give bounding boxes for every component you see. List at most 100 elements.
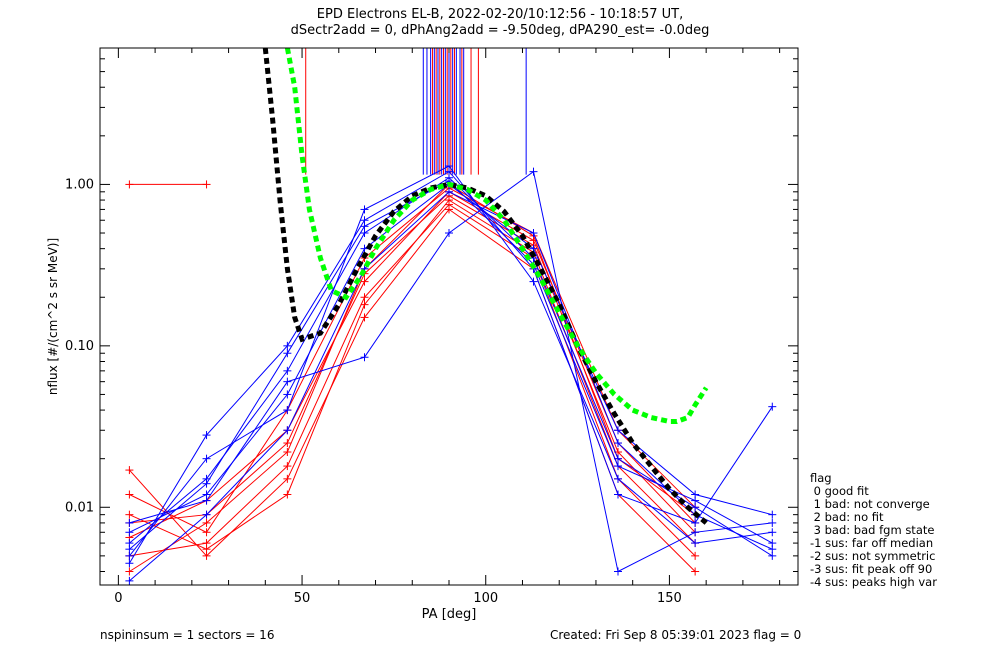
- green-fit-curve: [284, 47, 709, 424]
- red-series-line: [129, 195, 696, 533]
- blue-series-point: [529, 229, 538, 238]
- blue-series-point: [202, 510, 211, 519]
- blue-series-point: [613, 439, 622, 448]
- y-tick-label: 1.00: [65, 177, 94, 192]
- red-series-line: [129, 183, 696, 572]
- legend-item: -3 sus: fit peak off 90: [810, 562, 933, 576]
- blue-series-line: [129, 177, 773, 557]
- x-tick-label: 50: [294, 591, 311, 606]
- red-series-point: [691, 551, 700, 560]
- blue-series-point: [125, 559, 134, 568]
- blue-series-point: [768, 539, 777, 548]
- blue-series-point: [283, 366, 292, 375]
- blue-series-point: [445, 229, 453, 238]
- blue-series-point: [768, 518, 777, 527]
- red-series-line: [129, 187, 696, 533]
- blue-series-point: [283, 406, 292, 415]
- red-series-point: [125, 510, 134, 519]
- blue-series-point: [613, 426, 622, 435]
- blue-series-line: [128, 170, 773, 564]
- blue-series-point: [360, 353, 369, 362]
- blue-series-point: [360, 222, 369, 231]
- blue-series-point: [691, 539, 700, 548]
- blue-series-point: [283, 341, 292, 350]
- blue-series-line: [129, 191, 773, 582]
- blue-series-point: [613, 567, 622, 576]
- red-series-point: [283, 447, 292, 456]
- y-axis-label: nflux [#/(cm^2 s sr MeV)]: [46, 238, 60, 395]
- blue-series-point: [202, 454, 211, 463]
- legend-title: flag: [810, 471, 832, 485]
- blue-series-point: [691, 518, 700, 527]
- red-series-point: [202, 528, 211, 537]
- chart-title-line1: EPD Electrons EL-B, 2022-02-20/10:12:56 …: [316, 7, 684, 22]
- blue-series-point: [360, 229, 369, 238]
- red-series-point: [202, 180, 211, 189]
- blue-series-point: [613, 462, 622, 471]
- blue-series-point: [768, 402, 777, 411]
- legend-item: 3 bad: bad fgm state: [810, 523, 935, 537]
- blue-series-line: [129, 183, 773, 533]
- blue-series-line: [129, 170, 773, 573]
- red-series-point: [691, 567, 700, 576]
- blue-series-point: [691, 528, 700, 537]
- blue-series-point: [529, 167, 538, 176]
- legend-item: -4 sus: peaks high var: [810, 575, 937, 589]
- x-tick-label: 150: [657, 591, 682, 606]
- legend-item: -1 sus: far off median: [810, 536, 934, 550]
- axis-layer: 0 50 100 150 1.00 0.10 0.01 PA [deg] nflux [#/(c…: [46, 47, 798, 622]
- blue-series-point: [202, 496, 211, 505]
- black-fit-curve: [262, 47, 708, 525]
- x-tick-label: 100: [473, 591, 498, 606]
- red-series-point: [202, 518, 211, 527]
- data-layer: [125, 47, 777, 585]
- red-series-point: [283, 462, 292, 471]
- red-series-line: [129, 199, 696, 550]
- red-series-point: [360, 300, 369, 309]
- x-axis-label: PA [deg]: [422, 607, 477, 622]
- blue-series-point: [125, 576, 134, 585]
- red-series-point: [360, 293, 369, 302]
- red-series-point: [283, 439, 292, 448]
- red-series-point: [283, 474, 292, 483]
- x-tick-label: 0: [114, 591, 122, 606]
- blue-series-point: [613, 474, 622, 483]
- legend-item: 1 bad: not converge: [810, 497, 930, 511]
- y-tick-label: 0.01: [65, 500, 94, 515]
- blue-series-point: [125, 528, 134, 537]
- blue-series-point: [691, 496, 700, 505]
- red-series-point: [125, 466, 134, 475]
- legend-item: 2 bad: no fit: [810, 510, 884, 524]
- blue-series-point: [613, 490, 622, 499]
- footer-right: Created: Fri Sep 8 05:39:01 2023 flag = …: [550, 628, 802, 642]
- blue-series-point: [283, 390, 292, 399]
- legend-item: -2 sus: not symmetric: [810, 549, 936, 563]
- blue-series-point: [125, 551, 134, 560]
- legend-item: 0 good fit: [810, 484, 869, 498]
- blue-series-point: [360, 205, 369, 214]
- blue-series-point: [360, 244, 369, 253]
- red-series-point: [202, 551, 211, 560]
- red-series-line: [129, 203, 696, 557]
- blue-series-point: [283, 426, 292, 435]
- red-series-point: [202, 545, 211, 554]
- blue-series-point: [768, 510, 777, 519]
- blue-series-point: [202, 479, 211, 488]
- red-series-point: [125, 180, 134, 189]
- flag-legend: flag 0 good fit 1 bad: not converge 2 ba…: [810, 472, 937, 589]
- red-series-point: [360, 277, 369, 286]
- red-series-point: [125, 490, 134, 499]
- red-series-point: [445, 205, 453, 214]
- red-series-point: [360, 313, 369, 322]
- blue-series-point: [283, 377, 292, 386]
- blue-series-point: [125, 545, 134, 554]
- blue-series-point: [283, 349, 292, 358]
- blue-series-point: [768, 551, 777, 560]
- red-series-point: [283, 490, 292, 499]
- footer-left: nspininsum = 1 sectors = 16: [100, 628, 275, 642]
- blue-series-point: [202, 431, 211, 440]
- blue-series-point: [125, 518, 134, 527]
- blue-series-point: [445, 162, 453, 171]
- blue-series-point: [768, 528, 777, 537]
